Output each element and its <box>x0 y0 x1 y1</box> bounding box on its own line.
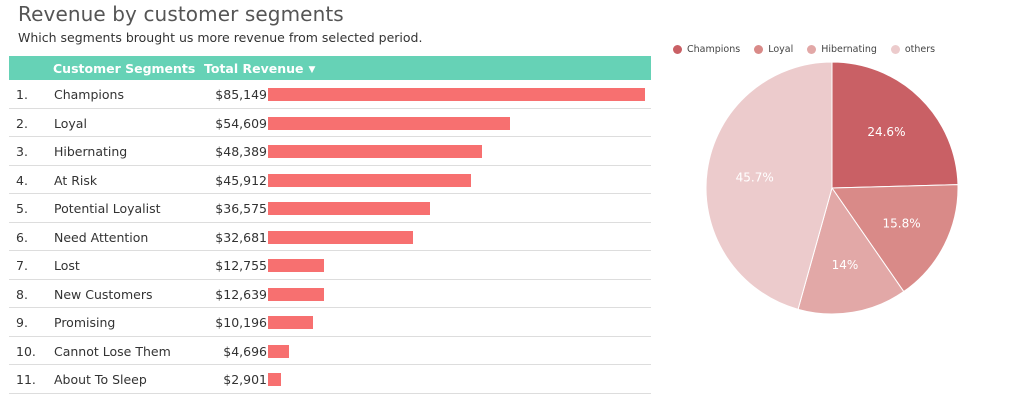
row-revenue-value: $12,755 <box>215 258 267 273</box>
row-segment-name: Hibernating <box>54 144 128 159</box>
row-rank: 7. <box>16 258 28 273</box>
revenue-bar <box>268 287 324 301</box>
revenue-bar <box>268 116 510 130</box>
revenue-bar <box>268 88 645 101</box>
row-revenue-value: $48,389 <box>215 144 267 159</box>
pie-slice-hibernating[interactable] <box>797 186 905 315</box>
pie-slice-others[interactable] <box>705 61 833 310</box>
table-row: 3. Hibernating $48,389 <box>9 137 651 166</box>
row-revenue-value: $85,149 <box>215 87 267 102</box>
row-rank: 10. <box>16 343 36 359</box>
pie-slice-champions[interactable] <box>831 61 959 189</box>
table-row: 9. Promising $10,196 <box>9 308 651 337</box>
row-rank: 2. <box>16 115 28 131</box>
table-row: 2. Loyal $54,609 <box>9 109 651 137</box>
row-revenue-value: $36,575 <box>215 201 267 216</box>
row-revenue-value: $54,609 <box>215 115 267 131</box>
legend-label: Hibernating <box>821 44 877 55</box>
revenue-table: Customer Segments Total Revenue ▼ 1. Champ… <box>9 56 651 394</box>
table-row: 1. Champions $85,149 <box>9 80 651 109</box>
caret-down-icon[interactable]: ▼ <box>308 65 316 75</box>
legend-item[interactable]: others <box>890 44 936 55</box>
row-segment-name: Loyal <box>54 115 87 131</box>
row-segment-name: New Customers <box>54 286 153 302</box>
table-header: Customer Segments Total Revenue ▼ <box>9 56 651 80</box>
row-rank: 1. <box>16 87 28 102</box>
pie-slice-loyal[interactable] <box>831 184 959 293</box>
header-customer-segments: Customer Segments <box>53 61 196 76</box>
row-revenue-value: $12,639 <box>215 286 267 302</box>
pie-slice-label: 45.7% <box>736 170 774 184</box>
row-revenue-value: $45,912 <box>215 172 267 188</box>
legend-swatch <box>890 45 900 54</box>
table-row: 11. About To Sleep $2,901 <box>9 365 651 394</box>
row-rank: 4. <box>16 172 28 188</box>
table-body: 1. Champions $85,149 2. Loyal $54,609 3. Hibern… <box>9 80 651 394</box>
row-segment-name: At Risk <box>54 172 98 188</box>
revenue-bar <box>268 230 413 244</box>
legend-label: Loyal <box>768 44 794 55</box>
legend-item[interactable]: Champions <box>673 44 740 55</box>
row-revenue-value: $2,901 <box>223 372 267 387</box>
row-segment-name: Champions <box>54 87 124 102</box>
row-rank: 9. <box>16 315 28 330</box>
revenue-bar <box>268 259 325 272</box>
revenue-bar <box>268 202 430 215</box>
table-row: 7. Lost $12,755 <box>9 251 651 280</box>
header-total-revenue-label: Total Revenue <box>204 61 304 76</box>
legend-item[interactable]: Loyal <box>754 44 793 55</box>
pie-chart: 24.6% 15.8% 14% 45.7% <box>705 61 959 315</box>
table-row: 5. Potential Loyalist $36,575 <box>9 194 651 223</box>
revenue-bar <box>268 173 472 187</box>
pie-slice-label: 14% <box>832 258 859 272</box>
header-total-revenue[interactable]: Total Revenue ▼ <box>204 61 315 76</box>
row-segment-name: Need Attention <box>54 229 149 245</box>
legend-swatch <box>673 45 682 54</box>
table-row: 10. Cannot Lose Them $4,696 <box>9 337 651 365</box>
legend-label: others <box>904 44 936 55</box>
table-row: 6. Need Attention $32,681 <box>9 223 651 251</box>
table-row: 8. New Customers $12,639 <box>9 280 651 308</box>
row-segment-name: About To Sleep <box>54 372 147 387</box>
legend-label: Champions <box>687 44 741 55</box>
revenue-bar <box>268 373 281 386</box>
row-rank: 11. <box>16 372 36 387</box>
row-segment-name: Cannot Lose Them <box>54 343 171 359</box>
chart-subtitle: Which segments brought us more revenue f… <box>18 30 423 45</box>
row-revenue-value: $10,196 <box>215 315 267 330</box>
pie-legend: Champions Loyal Hibernating others <box>673 44 935 55</box>
row-segment-name: Potential Loyalist <box>54 201 161 216</box>
pie-slice-label: 24.6% <box>867 125 905 139</box>
row-rank: 8. <box>16 286 28 302</box>
legend-item[interactable]: Hibernating <box>807 44 877 55</box>
row-segment-name: Lost <box>54 258 80 273</box>
row-rank: 6. <box>16 229 28 245</box>
row-segment-name: Promising <box>54 315 116 330</box>
row-rank: 5. <box>16 201 28 216</box>
row-revenue-value: $4,696 <box>223 343 267 359</box>
legend-swatch <box>754 45 764 54</box>
revenue-bar <box>268 344 289 358</box>
revenue-bar <box>268 145 483 158</box>
revenue-bar <box>268 316 314 329</box>
pie-slice-label: 15.8% <box>883 216 921 230</box>
legend-swatch <box>807 45 817 54</box>
row-rank: 3. <box>16 144 28 159</box>
chart-title: Revenue by customer segments <box>18 2 344 26</box>
table-row: 4. At Risk $45,912 <box>9 166 651 194</box>
row-revenue-value: $32,681 <box>215 229 267 245</box>
